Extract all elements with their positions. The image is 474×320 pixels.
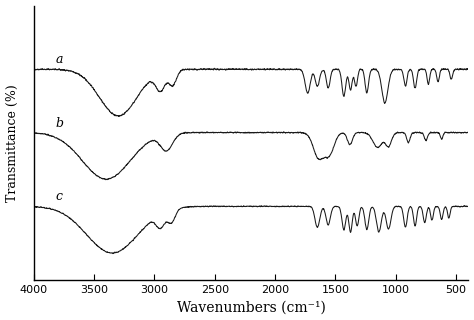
X-axis label: Wavenumbers (cm⁻¹): Wavenumbers (cm⁻¹) xyxy=(176,300,326,315)
Text: c: c xyxy=(55,190,63,204)
Text: b: b xyxy=(55,116,64,130)
Y-axis label: Transmittance (%): Transmittance (%) xyxy=(6,84,18,202)
Text: a: a xyxy=(55,53,63,66)
